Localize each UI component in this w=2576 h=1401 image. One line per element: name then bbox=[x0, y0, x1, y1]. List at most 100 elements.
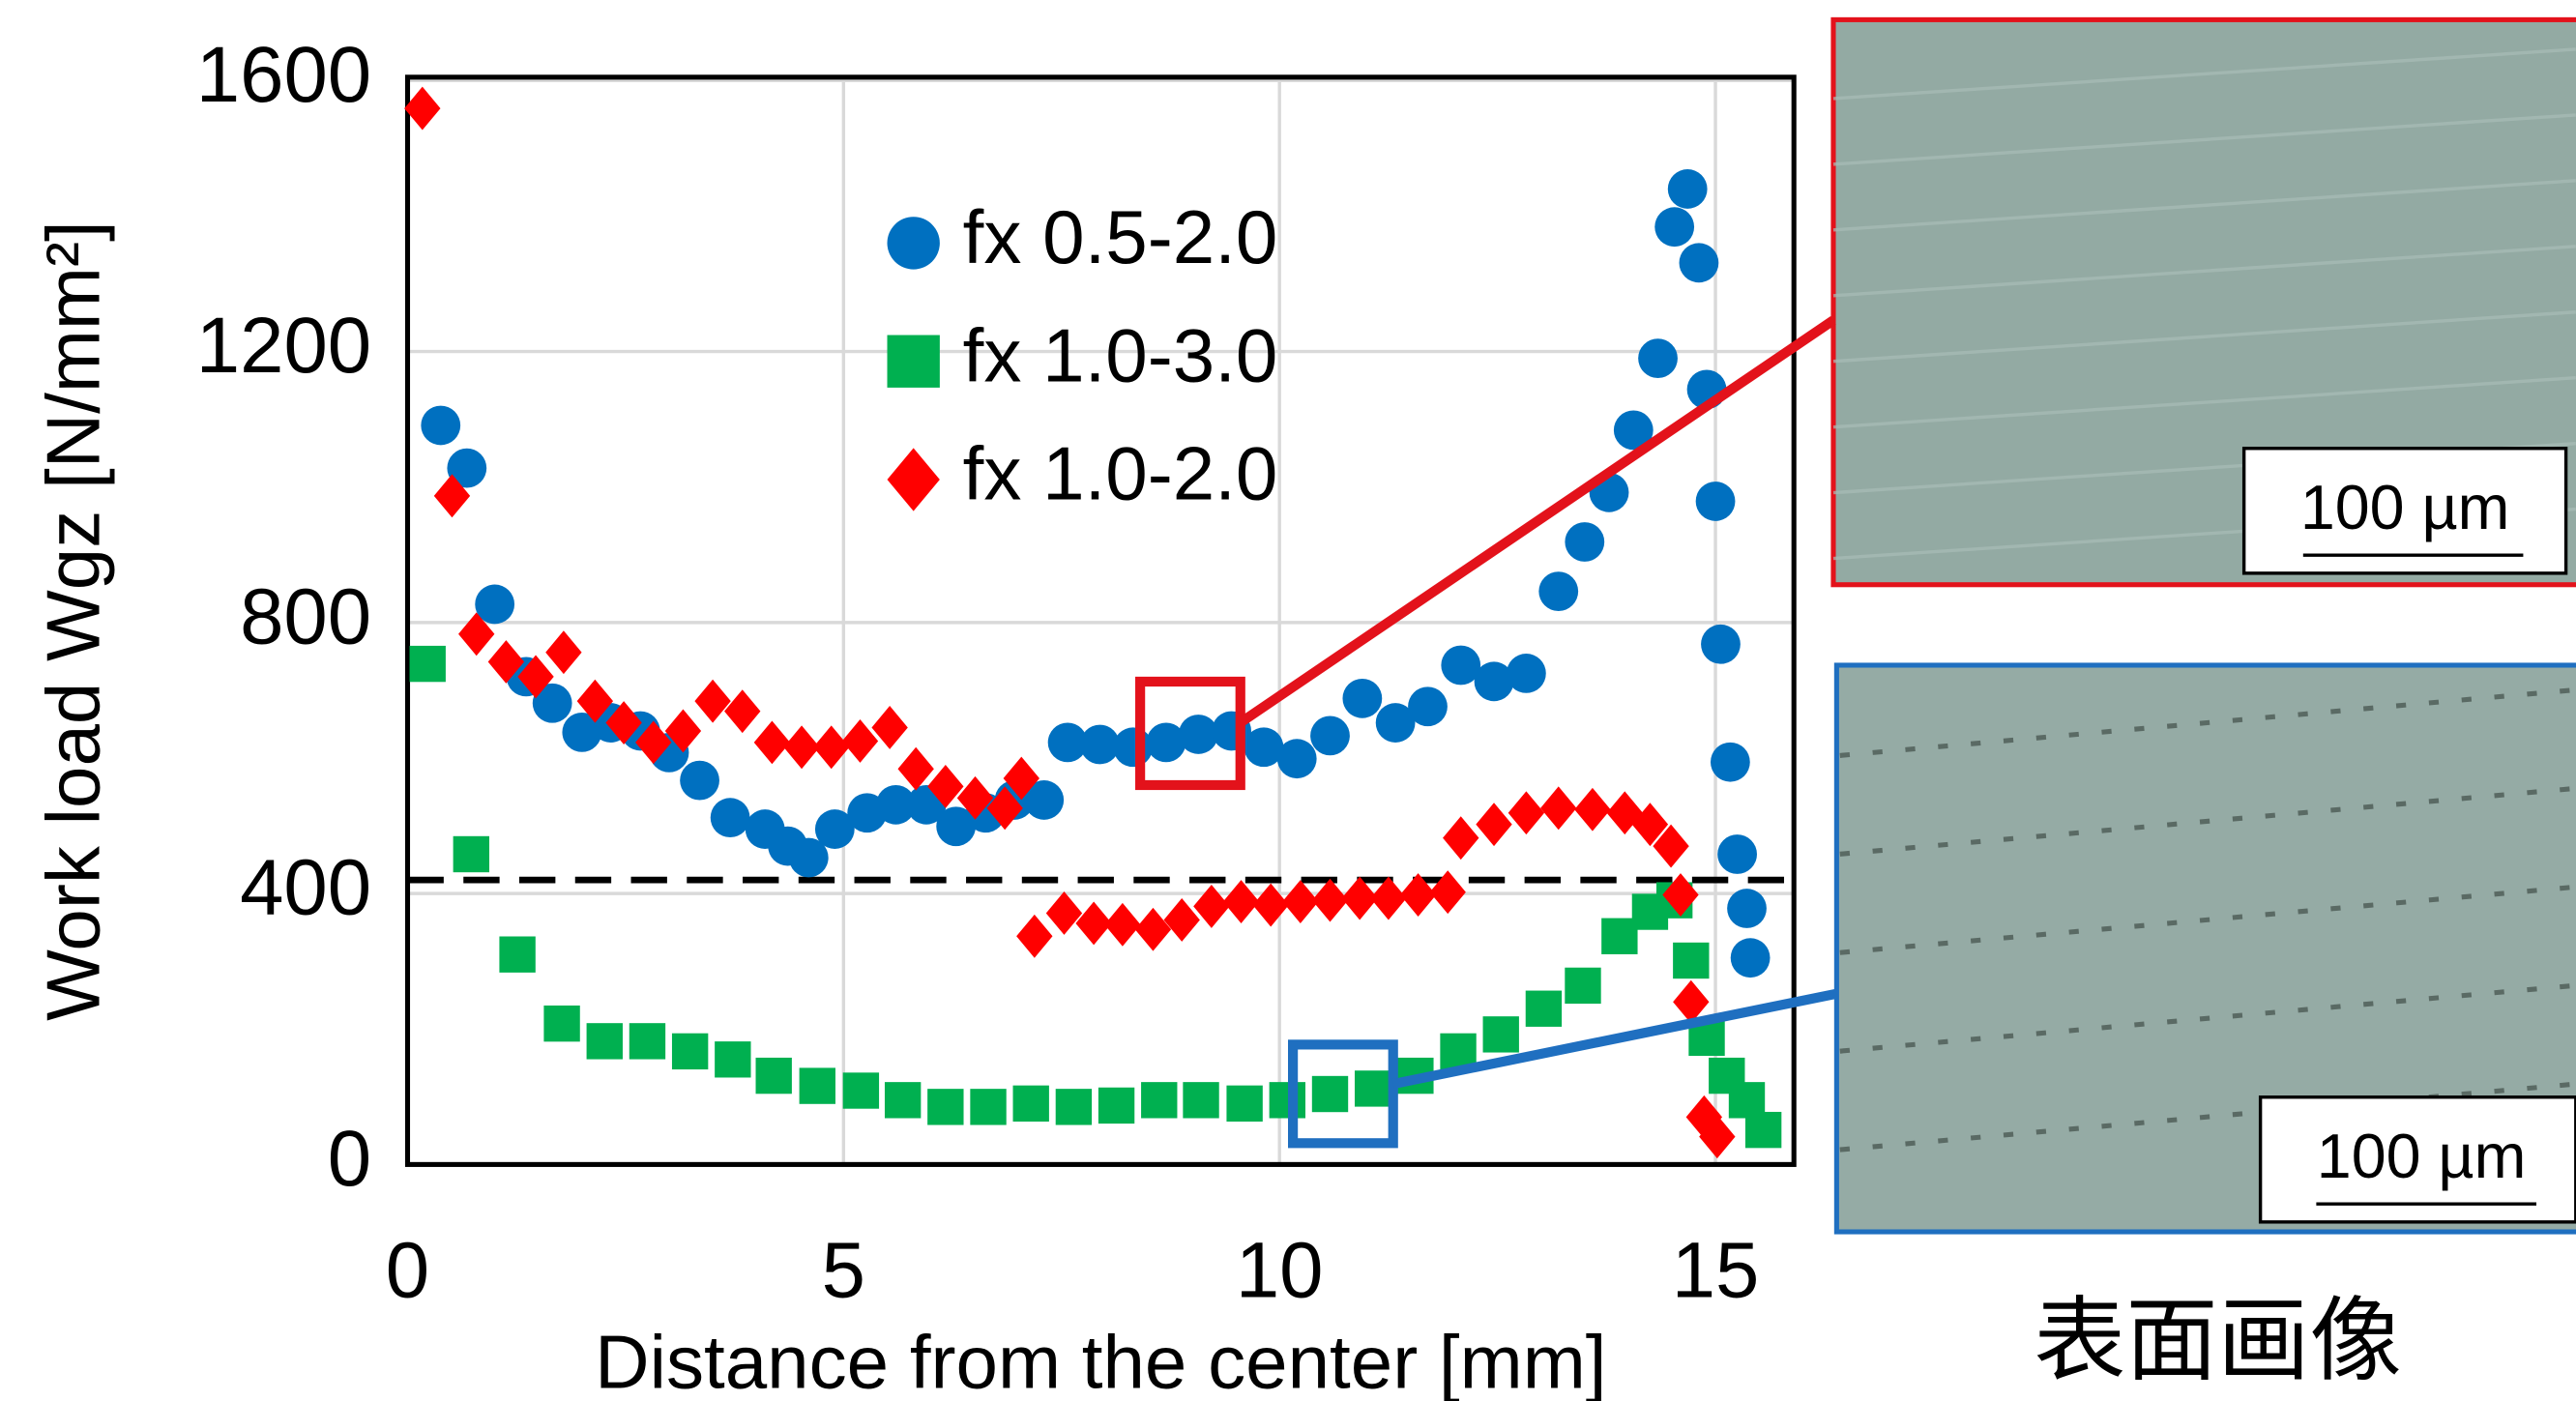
point bbox=[1311, 878, 1349, 922]
point bbox=[1574, 787, 1611, 832]
point bbox=[532, 683, 572, 723]
point bbox=[1540, 786, 1577, 831]
point bbox=[936, 806, 977, 847]
point bbox=[1003, 756, 1039, 801]
legend-label: fx 1.0-2.0 bbox=[963, 431, 1278, 516]
point bbox=[814, 809, 855, 849]
y-tick-label: 0 bbox=[328, 1115, 371, 1203]
point bbox=[1183, 1082, 1219, 1119]
point bbox=[788, 837, 829, 878]
legend-marker bbox=[887, 335, 940, 388]
photo-bottom: 100 µm bbox=[1833, 662, 2576, 1235]
x-tick-label: 5 bbox=[822, 1226, 865, 1314]
scale-label: 100 µm bbox=[2300, 473, 2510, 542]
point bbox=[710, 798, 750, 838]
x-tick-label: 10 bbox=[1236, 1226, 1324, 1314]
point bbox=[1080, 724, 1120, 765]
point bbox=[1163, 898, 1200, 942]
point bbox=[1104, 902, 1141, 947]
point bbox=[1252, 883, 1289, 927]
point bbox=[1474, 661, 1514, 702]
point bbox=[1408, 686, 1448, 727]
point bbox=[1441, 645, 1481, 686]
point bbox=[447, 448, 487, 488]
point bbox=[1727, 889, 1767, 928]
point bbox=[543, 1005, 580, 1042]
point bbox=[956, 775, 994, 820]
point bbox=[1244, 727, 1284, 768]
point bbox=[1222, 880, 1260, 923]
point bbox=[1476, 803, 1512, 847]
point bbox=[1744, 1111, 1782, 1149]
point bbox=[1701, 624, 1741, 664]
point bbox=[671, 1033, 709, 1070]
point bbox=[421, 405, 461, 446]
point bbox=[680, 760, 719, 801]
y-tick-label: 1200 bbox=[196, 302, 371, 390]
point bbox=[1538, 571, 1579, 612]
point bbox=[1370, 876, 1407, 920]
y-tick-label: 1600 bbox=[196, 31, 371, 119]
point bbox=[1565, 522, 1605, 562]
plot-frame bbox=[404, 74, 1797, 1167]
point bbox=[1525, 990, 1563, 1027]
point bbox=[1282, 880, 1319, 923]
point bbox=[605, 701, 642, 744]
caption: 表面画像 bbox=[2034, 1288, 2401, 1394]
point bbox=[1653, 824, 1689, 868]
point bbox=[753, 720, 791, 765]
point bbox=[1045, 891, 1083, 935]
point bbox=[927, 764, 964, 808]
legend-marker bbox=[887, 448, 940, 511]
point bbox=[876, 784, 916, 825]
y-tick-label: 800 bbox=[240, 572, 371, 660]
point bbox=[545, 630, 582, 675]
point bbox=[1226, 1085, 1263, 1123]
point bbox=[458, 612, 495, 657]
connector bbox=[1391, 988, 1838, 1090]
x-axis-label: Distance from the center [mm] bbox=[595, 1320, 1606, 1401]
highlight-box bbox=[1135, 676, 1245, 791]
point bbox=[1269, 1082, 1305, 1119]
point bbox=[841, 719, 879, 763]
point bbox=[1024, 780, 1065, 820]
point bbox=[404, 86, 441, 131]
point bbox=[433, 474, 471, 518]
point bbox=[1141, 1082, 1178, 1119]
point bbox=[1055, 1089, 1093, 1125]
point bbox=[1730, 938, 1771, 978]
point bbox=[1012, 1085, 1049, 1123]
point bbox=[1146, 722, 1186, 763]
point bbox=[1193, 885, 1230, 928]
point bbox=[1638, 338, 1678, 378]
point bbox=[897, 746, 934, 791]
x-tick-label: 15 bbox=[1672, 1226, 1760, 1314]
point bbox=[1178, 715, 1218, 754]
point bbox=[724, 689, 761, 734]
legend-marker bbox=[887, 217, 940, 270]
point bbox=[1710, 742, 1750, 782]
point bbox=[1482, 1016, 1519, 1053]
point bbox=[1443, 816, 1479, 861]
y-axis-label: Work load Wgz [N/mm²] bbox=[30, 220, 115, 1021]
point bbox=[755, 1057, 792, 1095]
point bbox=[1654, 207, 1695, 248]
point bbox=[1508, 791, 1545, 835]
point bbox=[1717, 834, 1757, 874]
point bbox=[970, 1089, 1007, 1125]
point bbox=[799, 1067, 835, 1104]
point bbox=[1695, 482, 1736, 521]
point bbox=[1311, 1075, 1349, 1113]
point bbox=[1613, 410, 1654, 451]
point bbox=[1134, 907, 1172, 951]
point bbox=[1667, 169, 1708, 209]
point bbox=[1673, 942, 1710, 979]
point bbox=[1047, 722, 1088, 763]
scale-label: 100 µm bbox=[2317, 1122, 2527, 1191]
point bbox=[1342, 678, 1383, 718]
connector bbox=[1237, 316, 1836, 727]
point bbox=[694, 679, 731, 723]
point bbox=[475, 584, 515, 625]
point bbox=[1310, 715, 1350, 756]
